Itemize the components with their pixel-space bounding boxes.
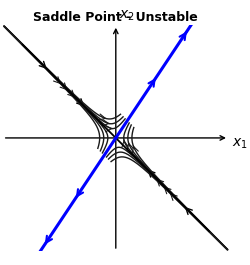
Text: $x_1$: $x_1$ (232, 136, 248, 151)
Text: $x_2$: $x_2$ (119, 9, 134, 23)
Title: Saddle Point - Unstable: Saddle Point - Unstable (34, 11, 198, 24)
